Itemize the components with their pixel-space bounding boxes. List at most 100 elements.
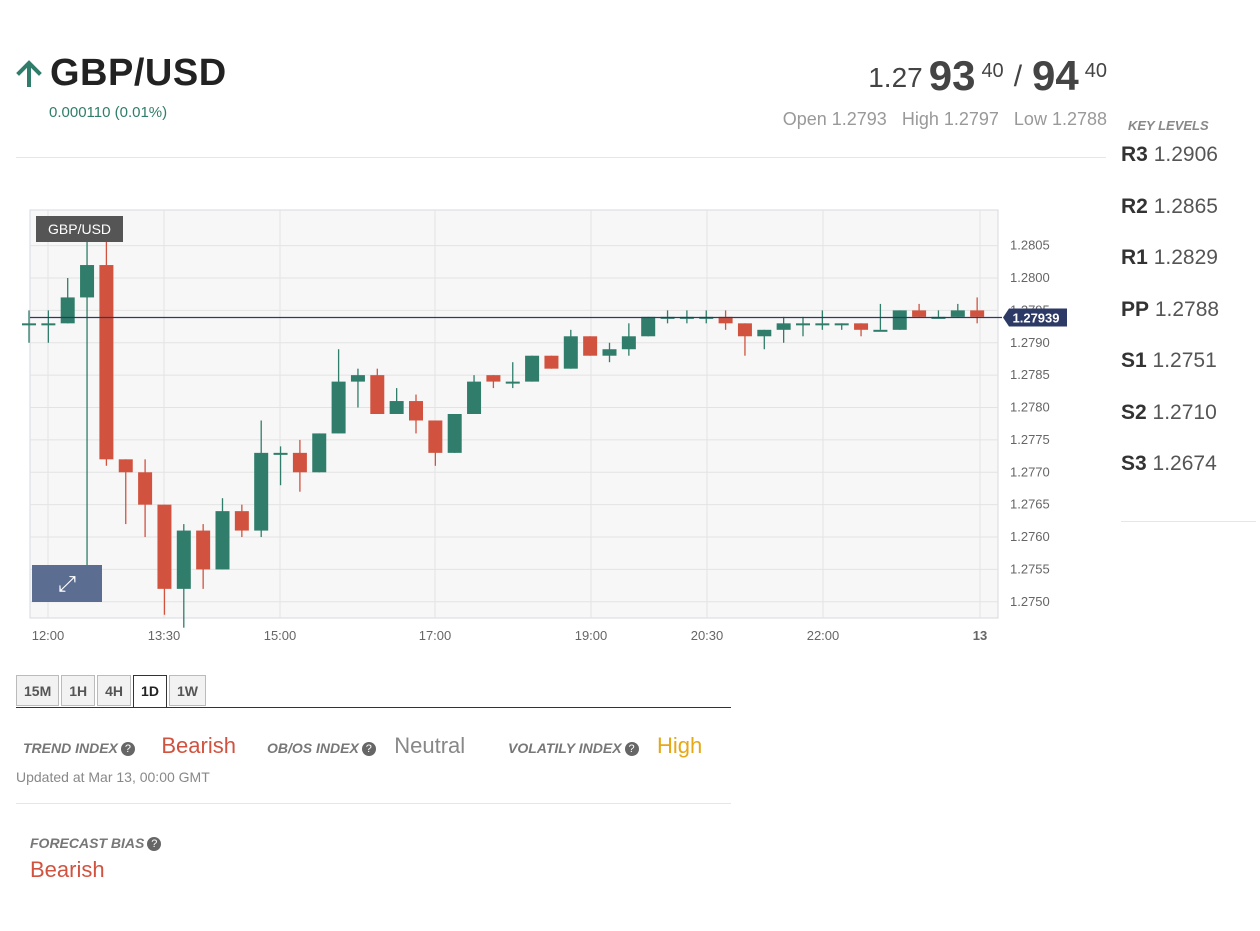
x-tick-label: 13:30 [148, 628, 181, 643]
level-name: R2 [1121, 194, 1148, 218]
candle-body [583, 336, 598, 356]
candle-body [138, 472, 153, 505]
candle-body [757, 329, 772, 337]
x-tick-label: 13 [973, 628, 987, 643]
level-value: 1.2751 [1152, 349, 1217, 372]
candle-body [409, 401, 423, 421]
candle-body [970, 310, 985, 317]
candle-body [41, 323, 56, 326]
candle-body [292, 452, 307, 473]
candlestick-chart[interactable]: 1.28051.28001.27951.27901.27851.27801.27… [0, 190, 1110, 650]
pair-title: GBP/USD [16, 52, 227, 95]
forecast-bias: FORECAST BIAS? [30, 835, 162, 853]
y-tick-label: 1.2805 [1010, 238, 1050, 253]
candle-body [331, 381, 346, 434]
y-tick-label: 1.2790 [1010, 335, 1050, 350]
key-level-r3: R3 1.2906 [1121, 143, 1256, 195]
tab-1w[interactable]: 1W [168, 675, 206, 706]
divider [16, 157, 1106, 158]
volatility-index-value: High [657, 733, 703, 758]
candle-body [60, 297, 75, 324]
tab-1d[interactable]: 1D [133, 675, 167, 708]
candle-body [873, 329, 888, 332]
ask-big: 94 [1032, 52, 1079, 99]
key-level-r2: R2 1.2865 [1121, 195, 1256, 247]
candle-body [447, 414, 462, 453]
low-stat: Low 1.2788 [1013, 109, 1107, 129]
help-icon[interactable]: ? [147, 836, 162, 851]
candle-body [776, 323, 791, 330]
level-name: R3 [1121, 143, 1148, 166]
candle-body [350, 375, 365, 382]
candle-body [815, 323, 830, 326]
forecast-bias-label: FORECAST BIAS [30, 835, 145, 851]
candle-body [312, 433, 327, 473]
divider [1121, 521, 1256, 522]
candle-body [196, 530, 211, 570]
help-icon[interactable]: ? [624, 741, 639, 756]
chart-symbol-label: GBP/USD [36, 216, 124, 242]
x-tick-label: 12:00 [32, 628, 65, 643]
candle-body [215, 511, 230, 570]
tab-1h[interactable]: 1H [61, 675, 96, 706]
arrow-up-icon [16, 59, 42, 87]
obos-index: OB/OS INDEX? Neutral [267, 733, 465, 759]
high-stat: High 1.2797 [901, 109, 999, 129]
tab-4h[interactable]: 4H [97, 675, 132, 706]
key-level-s1: S1 1.2751 [1121, 349, 1256, 401]
key-level-r1: R1 1.2829 [1121, 246, 1256, 298]
divider [16, 803, 731, 804]
candle-body [467, 381, 482, 414]
level-name: S1 [1121, 349, 1147, 372]
key-levels-title: KEY LEVELS [1128, 118, 1209, 133]
candle-body [428, 420, 443, 453]
tab-underline [16, 707, 731, 708]
volatility-index-label: VOLATILY INDEX [508, 740, 622, 756]
candle-body [912, 310, 927, 317]
candle-body [22, 323, 36, 326]
y-tick-label: 1.2800 [1010, 270, 1050, 285]
key-level-s2: S2 1.2710 [1121, 401, 1256, 453]
trend-index: TREND INDEX? Bearish [23, 733, 236, 759]
x-tick-label: 19:00 [575, 628, 608, 643]
bid-sup: 40 [981, 60, 1004, 82]
y-tick-label: 1.2760 [1010, 529, 1050, 544]
candle-body [796, 323, 810, 326]
candle-body [80, 265, 95, 298]
y-tick-label: 1.2780 [1010, 400, 1050, 415]
candle-body [892, 310, 907, 330]
price-change: 0.000110 (0.01%) [49, 104, 168, 121]
key-level-pp: PP 1.2788 [1121, 298, 1256, 350]
y-tick-label: 1.2765 [1010, 497, 1050, 512]
level-value: 1.2906 [1153, 143, 1218, 166]
forecast-bias-value: Bearish [30, 857, 105, 882]
candle-body [854, 323, 869, 330]
candle-body [370, 375, 385, 414]
help-icon[interactable]: ? [120, 741, 135, 756]
plot-area [29, 209, 999, 619]
candle-body [254, 452, 269, 531]
level-value: 1.2865 [1153, 194, 1218, 218]
candle-body [563, 336, 578, 369]
expand-button[interactable]: ⤢ [32, 565, 102, 602]
help-icon[interactable]: ? [361, 741, 376, 756]
key-level-s3: S3 1.2674 [1121, 452, 1256, 504]
candle-body [389, 401, 404, 414]
ask-sup: 40 [1084, 60, 1107, 82]
level-value: 1.2788 [1154, 297, 1220, 321]
obos-index-value: Neutral [394, 733, 466, 758]
candle-body [950, 310, 965, 317]
current-price-tag [1003, 308, 1067, 327]
obos-index-label: OB/OS INDEX [267, 740, 359, 756]
current-price-label: 1.27939 [1013, 311, 1060, 326]
updated-timestamp: Updated at Mar 13, 00:00 GMT [16, 769, 210, 785]
level-value: 1.2829 [1153, 246, 1218, 269]
tab-15m[interactable]: 15M [16, 675, 60, 706]
expand-icon: ⤢ [58, 571, 76, 596]
candle-body [641, 316, 656, 337]
x-tick-label: 22:00 [807, 628, 840, 643]
volatility-index: VOLATILY INDEX? High [508, 733, 702, 759]
bid-big: 93 [928, 52, 976, 99]
candle-body [273, 452, 288, 455]
candle-body [621, 336, 636, 350]
